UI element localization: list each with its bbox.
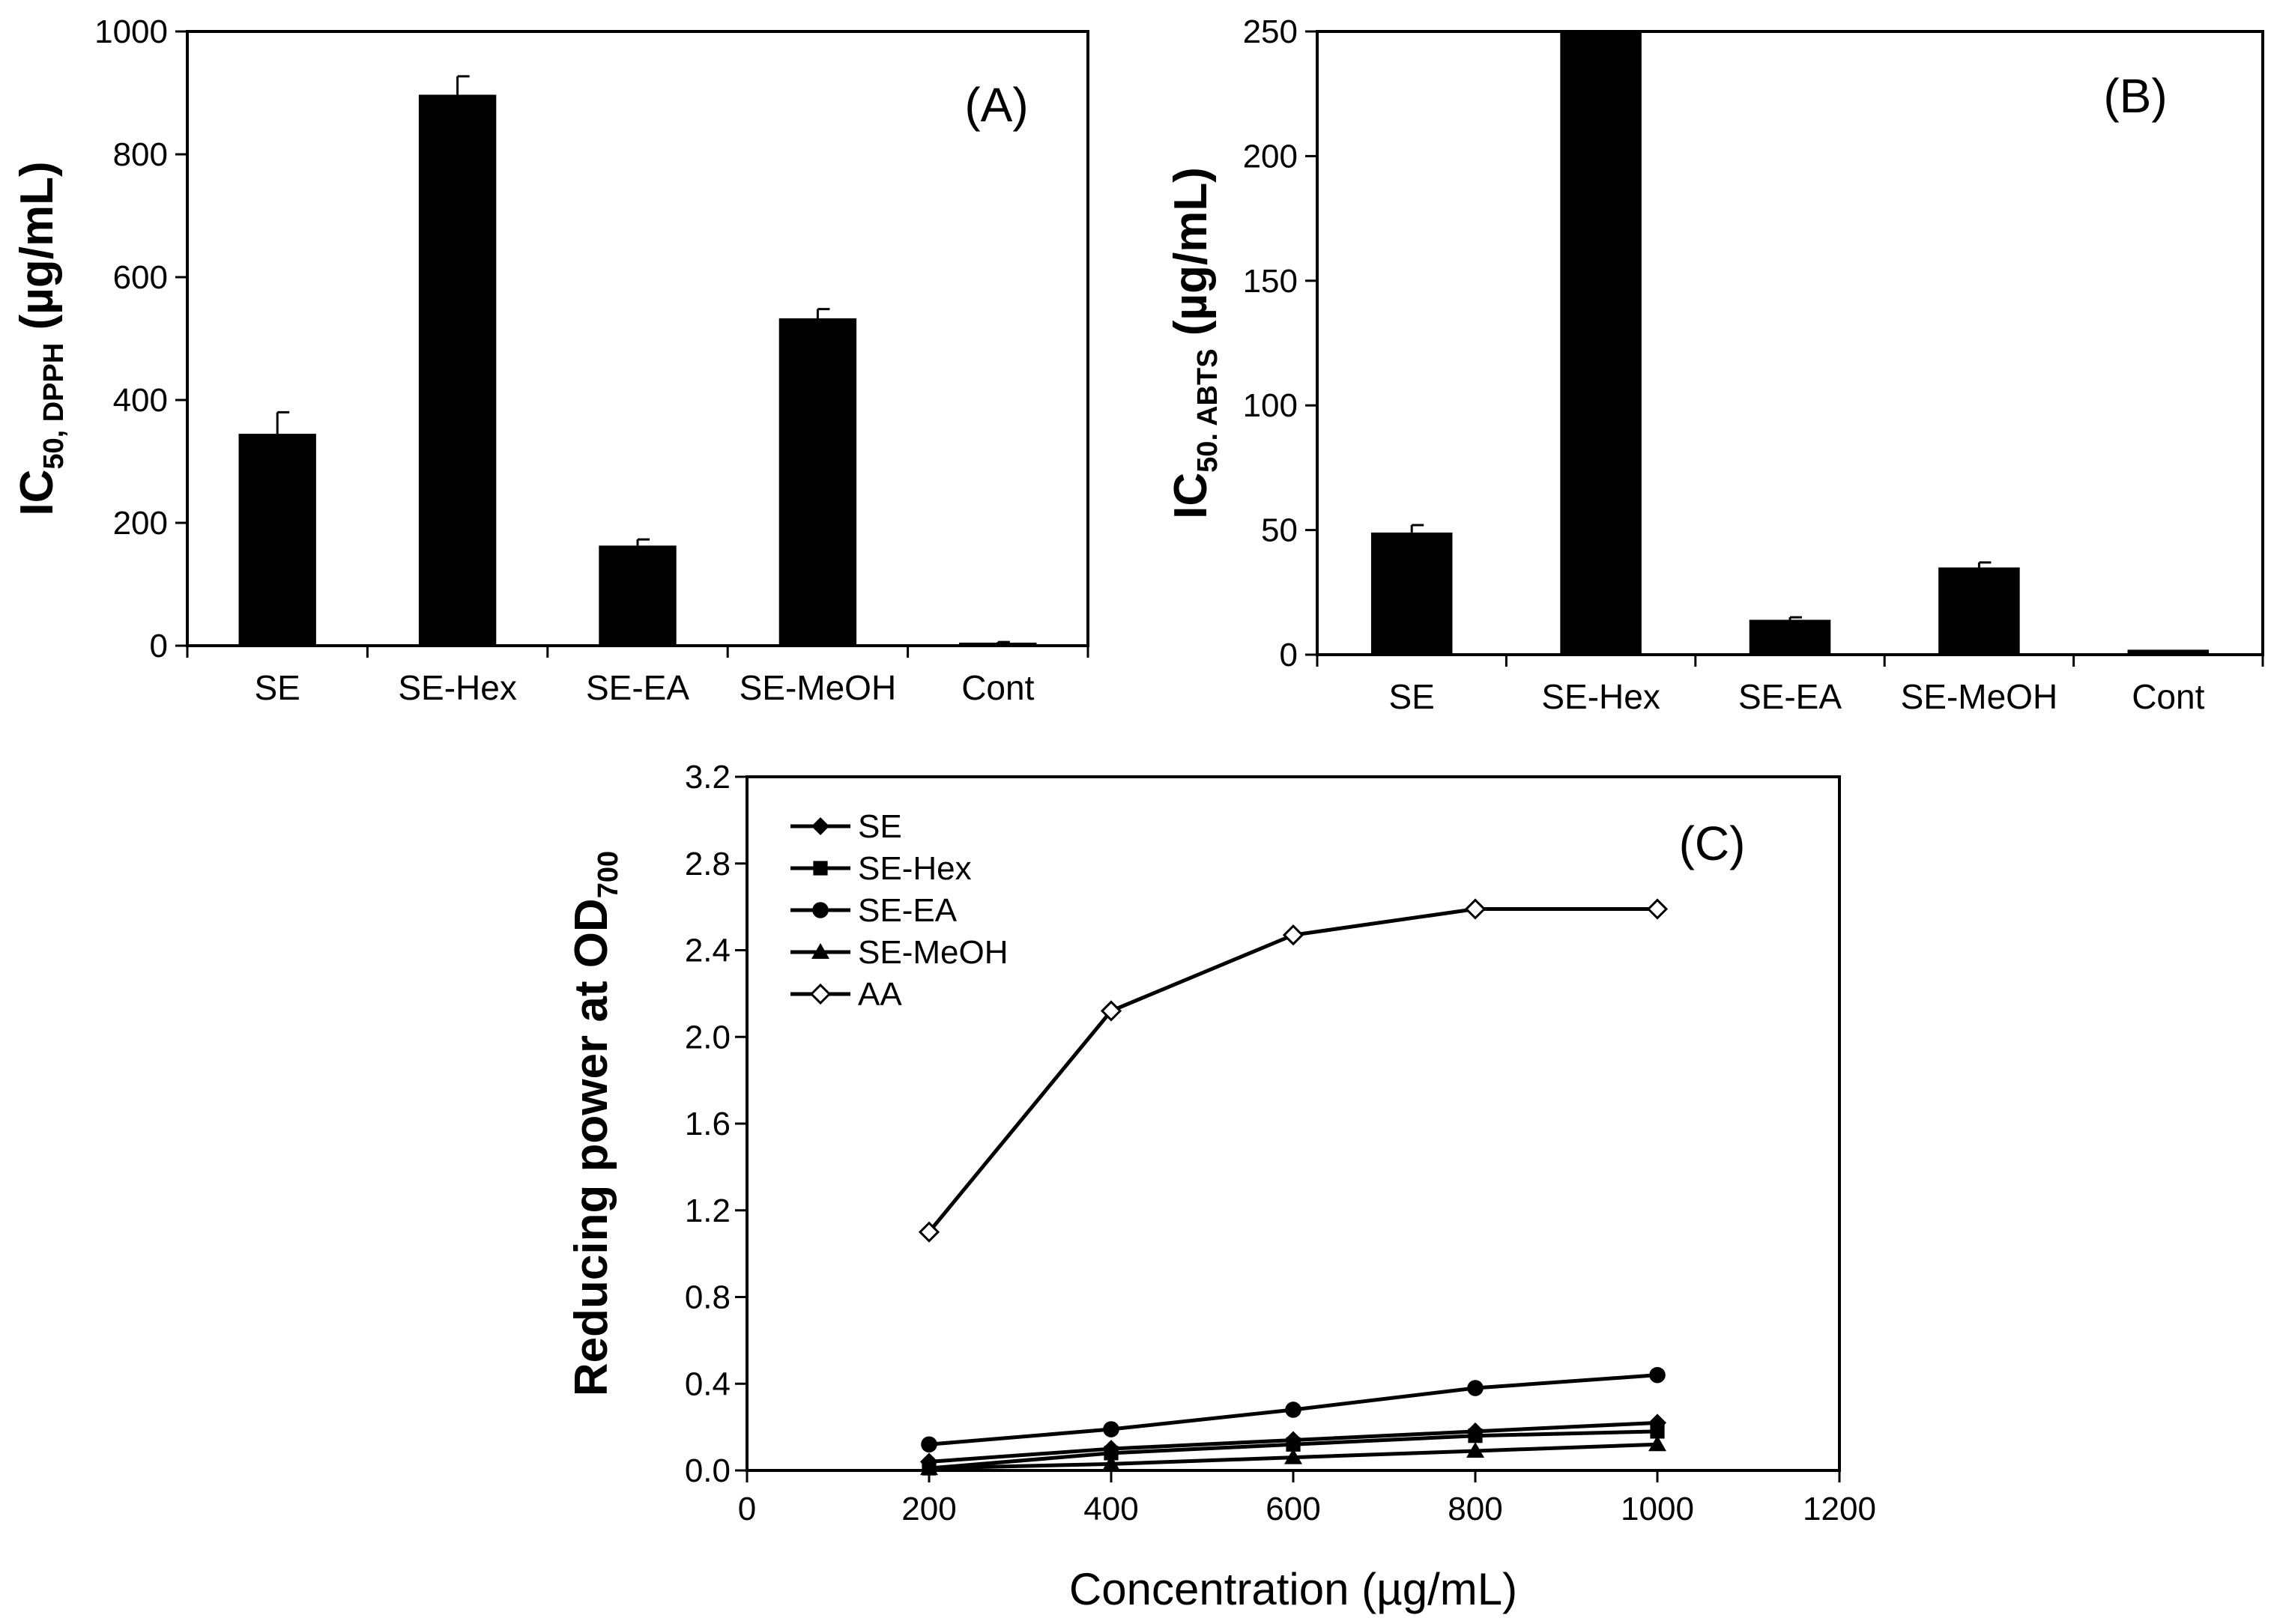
marker-triangle [1648, 1435, 1666, 1452]
marker-diamond [811, 817, 829, 835]
category-label: SE [255, 668, 300, 707]
bar [418, 94, 497, 646]
marker-triangle [1102, 1455, 1120, 1471]
y-tick-label: 1.2 [685, 1193, 731, 1229]
x-tick-label: 1000 [1621, 1491, 1694, 1527]
category-label: SE-Hex [398, 668, 516, 707]
legend-label: SE-Hex [858, 850, 972, 887]
marker-open-diamond [809, 983, 832, 1005]
y-tick-label: 0.0 [685, 1452, 731, 1489]
category-label: SE-Hex [1541, 677, 1660, 716]
bar [1370, 532, 1453, 655]
x-tick-label: 200 [901, 1491, 956, 1527]
y-axis-label: IC50, DPPH (µg/mL) [11, 161, 70, 515]
x-tick-label: 0 [738, 1491, 756, 1527]
x-axis-label: Concentration (µg/mL) [1069, 1564, 1517, 1614]
y-tick-label: 150 [1243, 263, 1298, 300]
marker-square [1468, 1428, 1483, 1443]
marker-circle [921, 1436, 937, 1453]
y-tick-label: 2.0 [685, 1019, 731, 1055]
bar [778, 318, 857, 646]
marker-open-diamond [1282, 924, 1304, 946]
category-label: SE-EA [1738, 677, 1842, 716]
x-tick-label: 800 [1448, 1491, 1502, 1527]
y-tick-label: 600 [113, 259, 168, 296]
category-label: SE-MeOH [740, 668, 897, 707]
marker-square [1286, 1437, 1301, 1452]
y-tick-label: 3.2 [685, 759, 731, 796]
y-tick-label: 200 [1243, 138, 1298, 175]
y-tick-label: 800 [113, 136, 168, 173]
marker-square [1650, 1424, 1665, 1439]
y-axis-label: IC50. ABTS (µg/mL) [1165, 167, 1224, 519]
marker-square [813, 861, 828, 876]
chart-b-abts: 0 50 100 150 200 250 SE SE-Hex SE-EA SE-MeOH Cont (… [1165, 13, 2264, 716]
legend-label: SE-MeOH [858, 934, 1008, 971]
y-tick-label: 2.8 [685, 846, 731, 882]
marker-circle [1649, 1366, 1666, 1384]
y-tick-label: 100 [1243, 387, 1298, 424]
marker-open-diamond [1464, 898, 1487, 920]
panel-label: (A) [964, 78, 1028, 132]
marker-triangle [1466, 1441, 1484, 1458]
bar [599, 545, 677, 646]
panel-label: (C) [1679, 816, 1746, 870]
bar [2127, 649, 2210, 655]
y-tick-label: 0.8 [685, 1279, 731, 1316]
y-tick-label: 50 [1261, 512, 1298, 549]
y-tick-label: 200 [113, 505, 168, 542]
x-tick-label: 1200 [1803, 1491, 1876, 1527]
chart-c-reducing-power: 0.0 0.4 0.8 1.2 1.6 2.0 2.4 2.8 3.2 0 200 400 600 800… [566, 759, 1876, 1614]
x-tick-label: 600 [1265, 1491, 1320, 1527]
marker-triangle [920, 1459, 938, 1476]
marker-square [1104, 1446, 1119, 1461]
bar [1938, 567, 2020, 655]
bar [959, 642, 1037, 646]
y-tick-label: 0 [150, 628, 168, 664]
marker-open-diamond [1100, 1000, 1122, 1022]
legend-label: SE [858, 808, 902, 845]
marker-triangle [811, 943, 829, 959]
legend-label: AA [858, 976, 902, 1013]
y-tick-label: 1000 [94, 13, 168, 50]
bar [238, 434, 316, 646]
x-tick-label: 400 [1083, 1491, 1138, 1527]
plot-frame [1316, 30, 2264, 656]
marker-circle [1467, 1380, 1484, 1396]
bar [1560, 31, 1642, 655]
category-label: Cont [961, 668, 1034, 707]
y-axis-label: Reducing power at OD700 [566, 851, 624, 1396]
category-label: Cont [2132, 677, 2204, 716]
y-tick-label: 0 [1280, 637, 1298, 673]
bar [1749, 619, 1831, 655]
y-tick-label: 2.4 [685, 933, 731, 969]
category-label: SE [1389, 677, 1435, 716]
marker-circle [1285, 1402, 1301, 1418]
legend-label: SE-EA [858, 892, 958, 929]
marker-open-diamond [918, 1221, 940, 1243]
y-tick-label: 1.6 [685, 1106, 731, 1142]
y-tick-label: 0.4 [685, 1366, 731, 1402]
panel-label: (B) [2103, 69, 2167, 123]
chart-a-dpph: 0 200 400 600 800 1000 SE SE-Hex SE-EA SE-MeOH Con… [11, 13, 1089, 707]
category-label: SE-MeOH [1901, 677, 2058, 716]
category-label: SE-EA [586, 668, 689, 707]
marker-circle [1103, 1421, 1119, 1437]
marker-open-diamond [1646, 898, 1669, 920]
series-line [928, 907, 1657, 1234]
marker-circle [812, 902, 829, 918]
marker-triangle [1284, 1448, 1302, 1464]
y-tick-label: 250 [1243, 13, 1298, 50]
y-tick-label: 400 [113, 382, 168, 419]
